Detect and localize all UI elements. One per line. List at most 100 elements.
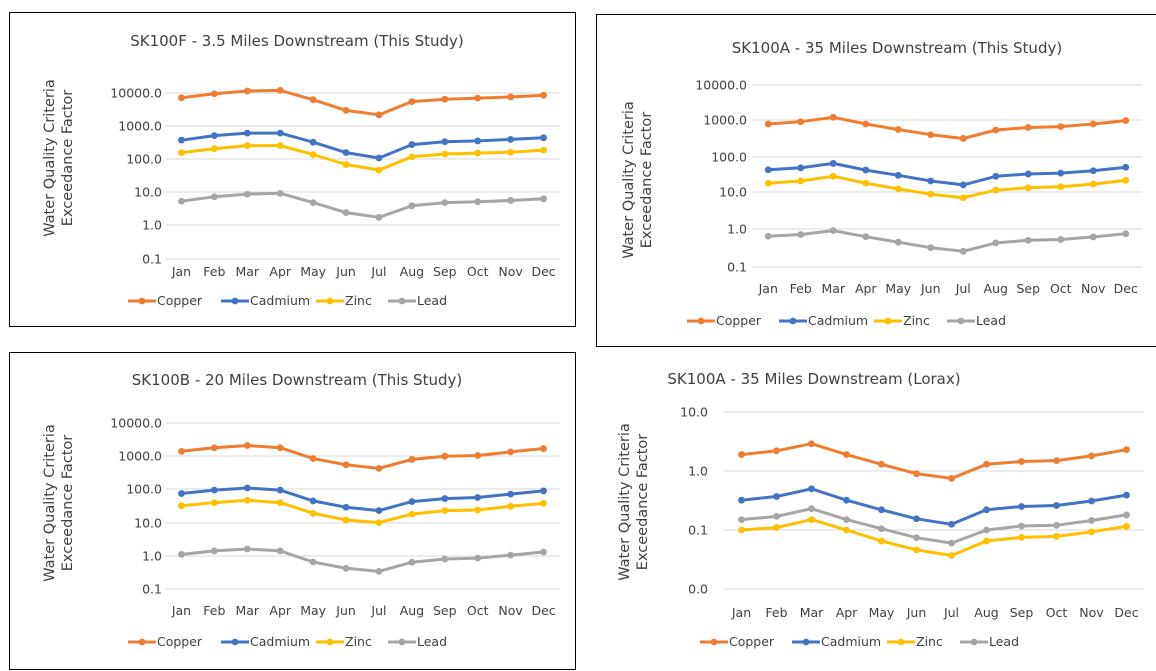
data-point-copper — [1053, 457, 1060, 465]
data-point-copper — [1024, 124, 1032, 131]
data-point-zinc — [540, 499, 547, 507]
legend-item-zinc: Zinc — [316, 634, 372, 649]
data-point-lead — [540, 548, 547, 556]
data-point-lead — [309, 558, 317, 566]
data-point-zinc — [1018, 533, 1025, 541]
data-point-lead — [843, 516, 850, 524]
data-point-lead — [927, 244, 935, 252]
series-line-zinc — [768, 174, 1126, 200]
data-point-copper — [959, 135, 967, 142]
data-point-cadmium — [1018, 503, 1025, 510]
x-tick-label-feb: Feb — [765, 605, 787, 620]
data-point-lead — [913, 534, 920, 542]
data-point-zinc — [1053, 532, 1060, 540]
data-point-copper — [927, 131, 935, 139]
data-point-lead — [862, 233, 870, 241]
data-point-cadmium — [862, 166, 870, 174]
y-tick-label: 1000.0 — [118, 449, 162, 464]
data-point-zinc — [309, 151, 317, 158]
data-point-copper — [948, 474, 955, 482]
legend-item-copper: Copper — [128, 634, 203, 649]
data-point-cadmium — [808, 485, 815, 493]
legend-swatch-marker — [884, 317, 892, 325]
y-tick-label: 10.0 — [134, 516, 162, 531]
x-tick-label-jul: Jul — [943, 605, 959, 620]
data-point-copper — [913, 470, 920, 478]
y-axis-label-line2: Exceedance Factor — [60, 90, 76, 227]
data-point-copper — [797, 118, 805, 126]
data-point-copper — [764, 120, 772, 128]
data-point-zinc — [829, 172, 837, 180]
data-point-cadmium — [178, 490, 185, 497]
data-point-zinc — [276, 142, 284, 150]
x-tick-label-jan: Jan — [171, 264, 191, 279]
data-point-lead — [1089, 233, 1097, 241]
y-tick-label: 10000.0 — [695, 78, 747, 93]
y-tick-label: 10.0 — [719, 185, 747, 200]
y-tick-label: 10000.0 — [110, 416, 162, 431]
data-point-zinc — [1089, 180, 1097, 188]
data-point-lead — [959, 247, 967, 255]
x-tick-label-dec: Dec — [1114, 281, 1138, 296]
data-point-copper — [276, 444, 284, 452]
legend-swatch-marker — [710, 638, 718, 646]
data-point-zinc — [894, 185, 902, 193]
data-point-copper — [210, 444, 218, 452]
data-point-zinc — [408, 153, 416, 161]
data-point-copper — [843, 451, 850, 458]
data-point-copper — [309, 455, 317, 462]
x-tick-label-jun: Jun — [335, 264, 356, 279]
legend-swatch-marker — [897, 638, 905, 646]
data-point-zinc — [342, 161, 350, 168]
data-point-copper — [1088, 452, 1095, 460]
data-point-cadmium — [1123, 491, 1130, 499]
data-point-zinc — [441, 507, 449, 514]
data-point-zinc — [309, 509, 317, 517]
data-point-cadmium — [983, 506, 990, 514]
data-point-cadmium — [948, 520, 955, 528]
data-point-copper — [474, 94, 482, 102]
chart-panel-sk100a-this-study: SK100A - 35 Miles Downstream (This Study… — [596, 14, 1156, 347]
data-point-zinc — [983, 537, 990, 545]
legend-swatch-marker — [398, 297, 406, 305]
data-point-copper — [992, 126, 1000, 134]
legend-swatch-marker — [138, 297, 146, 305]
legend-label: Copper — [716, 313, 762, 328]
data-point-lead — [375, 567, 383, 575]
y-axis-label-line1: Water Quality Criteria — [42, 79, 58, 237]
data-point-zinc — [1122, 176, 1130, 184]
data-point-copper — [243, 87, 251, 95]
data-point-cadmium — [507, 490, 515, 498]
x-tick-label-aug: Aug — [974, 605, 998, 620]
legend-item-copper: Copper — [700, 634, 775, 649]
legend-swatch-marker — [789, 317, 797, 325]
x-tick-label-jul: Jul — [370, 603, 386, 618]
data-point-zinc — [992, 186, 1000, 194]
data-point-cadmium — [1053, 502, 1060, 509]
x-tick-label-mar: Mar — [821, 281, 845, 296]
y-axis-label-line1: Water Quality Criteria — [621, 101, 637, 259]
x-tick-label-jun: Jun — [920, 281, 941, 296]
series-line-cadmium — [741, 487, 1127, 526]
data-point-copper — [309, 96, 317, 104]
legend-swatch-marker — [697, 317, 705, 325]
x-tick-label-apr: Apr — [269, 603, 291, 618]
data-point-lead — [894, 238, 902, 246]
data-point-copper — [507, 448, 515, 456]
legend-item-lead: Lead — [960, 634, 1019, 649]
x-tick-label-nov: Nov — [498, 264, 523, 279]
x-tick-label-sep: Sep — [433, 603, 457, 618]
data-point-copper — [894, 126, 902, 133]
data-point-copper — [342, 461, 350, 469]
data-point-cadmium — [342, 149, 350, 157]
legend-label: Copper — [157, 634, 203, 649]
data-point-lead — [878, 525, 885, 533]
data-point-copper — [276, 86, 284, 94]
x-tick-label-jun: Jun — [335, 603, 356, 618]
data-point-cadmium — [540, 134, 547, 142]
data-point-cadmium — [375, 507, 383, 514]
x-tick-label-mar: Mar — [235, 264, 259, 279]
series-line-lead — [768, 229, 1126, 253]
chart-svg-sk100a-lorax: SK100A - 35 Miles Downstream (Lorax) Wate… — [617, 370, 1144, 649]
data-point-cadmium — [927, 177, 935, 185]
